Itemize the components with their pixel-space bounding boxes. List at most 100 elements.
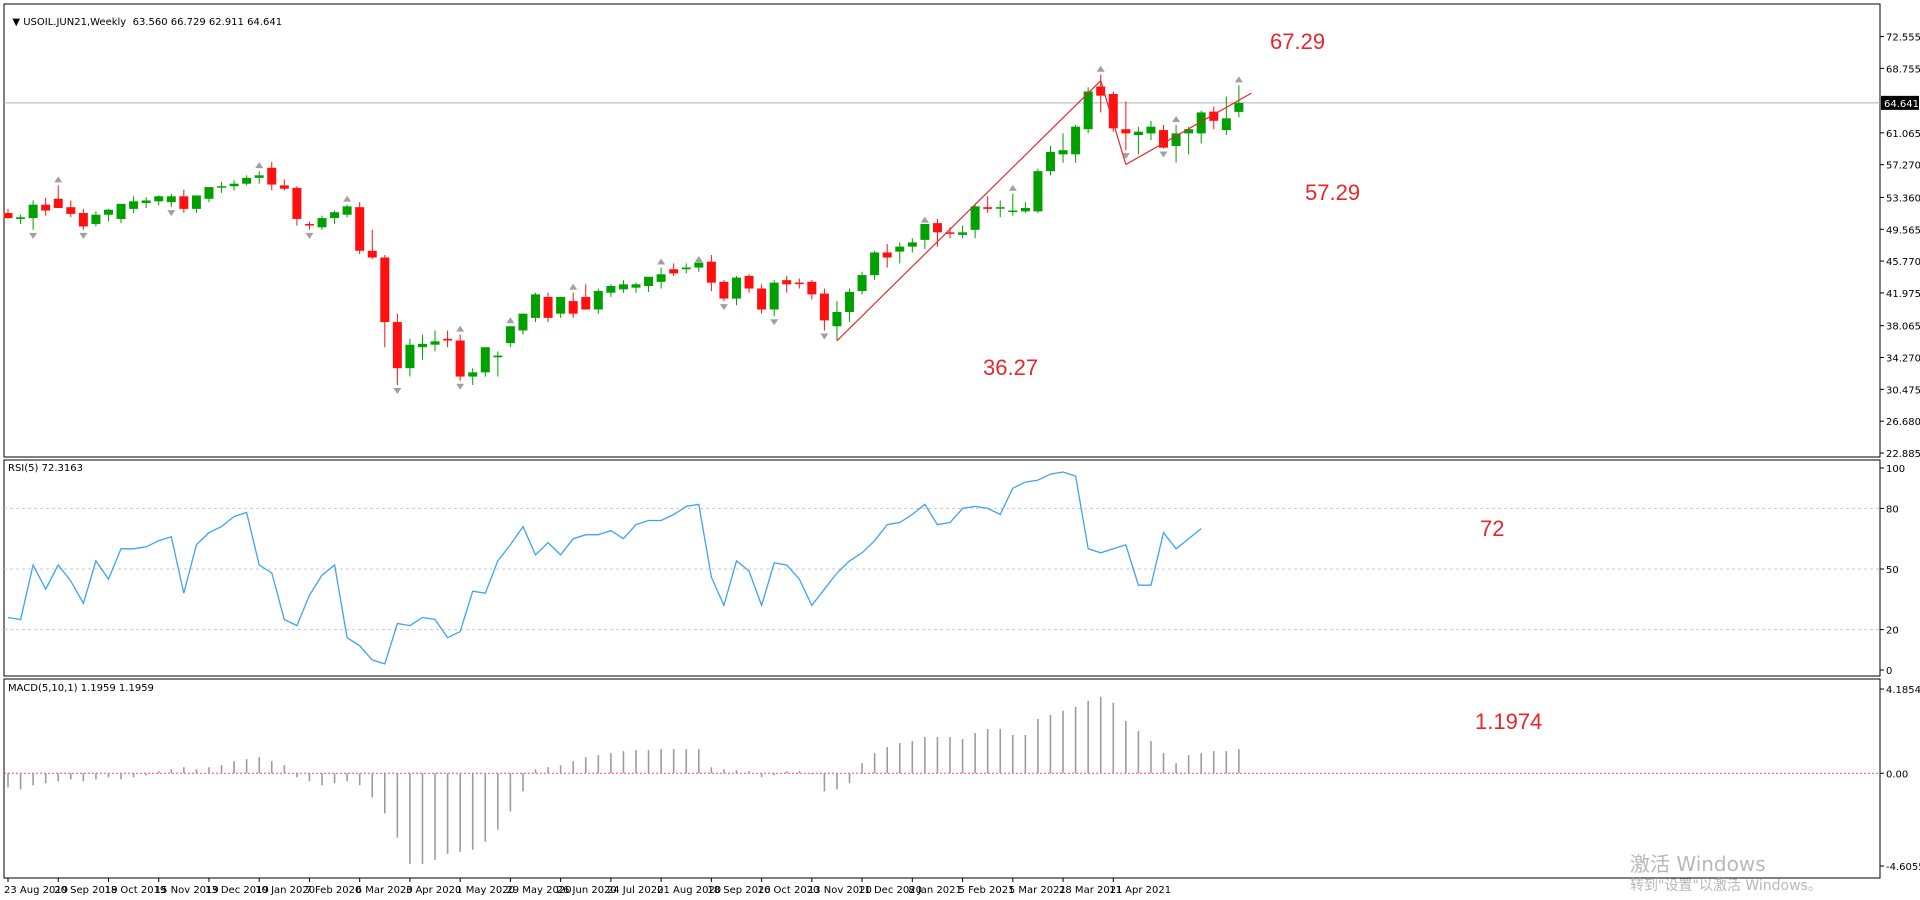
trendline[interactable] [836, 80, 1102, 342]
candle-body [832, 312, 842, 327]
candle-body [857, 275, 867, 292]
fractal-down-icon [719, 304, 728, 311]
candle [367, 229, 377, 260]
annotation-low: 36.27 [983, 355, 1039, 380]
trendline[interactable] [1100, 80, 1127, 165]
candle [3, 208, 13, 219]
candle-body [367, 250, 377, 258]
candle-body [1071, 126, 1081, 155]
candle [1209, 106, 1219, 130]
candle [480, 347, 490, 377]
candle [669, 263, 679, 276]
rsi-pane-frame [3, 459, 1881, 677]
candle-body [41, 204, 51, 211]
trendline[interactable] [1125, 92, 1252, 166]
candle-body [468, 372, 478, 377]
candle-body [342, 206, 352, 215]
candle-body [757, 288, 767, 310]
candle-body [1171, 133, 1181, 146]
candle [644, 276, 654, 292]
date-tick-label: 21 Aug 2020 [657, 885, 721, 896]
price-tick-label: 57.270 [1886, 161, 1920, 172]
candle [179, 189, 189, 214]
candle [41, 197, 51, 216]
date-tick-label: 16 Oct 2020 [758, 885, 820, 896]
candle [154, 195, 164, 206]
candle-body [1234, 102, 1244, 112]
fractal-down-icon [79, 232, 88, 239]
candle [380, 254, 390, 348]
candle [1045, 145, 1055, 176]
candle-body [744, 275, 754, 289]
candle [242, 175, 252, 186]
fractal-down-icon [1159, 151, 1168, 158]
date-tick-label: 29 May 2020 [506, 885, 571, 896]
candle [1133, 126, 1143, 155]
price-tick-label: 45.770 [1886, 257, 1920, 268]
date-tick-label: 3 Apr 2020 [406, 885, 461, 896]
activation-watermark-title: 激活 Windows [1630, 852, 1766, 876]
date-tick-label: 24 Jul 2020 [607, 885, 664, 896]
date-tick-label: 13 Dec 2019 [205, 885, 269, 896]
candle [593, 288, 603, 314]
candle [970, 204, 980, 239]
candle-body [907, 242, 917, 247]
candle-body [204, 187, 214, 199]
candle-body [1108, 93, 1118, 129]
candle-body [932, 223, 942, 233]
candle-body [53, 198, 63, 209]
candle [204, 187, 214, 203]
candle [468, 368, 478, 385]
candle [907, 238, 917, 253]
ohlc-values: 63.560 66.729 62.911 64.641 [132, 17, 283, 28]
candle [116, 203, 126, 224]
candle-body [920, 223, 930, 240]
candle [1083, 87, 1093, 134]
candle-body [1096, 86, 1106, 96]
price-tick-label: 22.885 [1886, 449, 1920, 460]
candle [1171, 125, 1181, 163]
candle-body [217, 186, 227, 188]
candle-body [731, 277, 741, 299]
date-tick-label: 20 Sep 2019 [54, 885, 117, 896]
fractal-up-icon [343, 195, 352, 202]
candle-body [179, 196, 189, 209]
price-tick-label: 38.065 [1886, 322, 1920, 333]
fractal-up-icon [1008, 184, 1017, 191]
candle-body [531, 294, 541, 318]
candle [757, 284, 767, 314]
candle [91, 211, 101, 227]
candle [279, 179, 289, 191]
collapse-triangle-icon[interactable]: ▼ [12, 17, 24, 28]
candle-body [279, 185, 289, 189]
candle [129, 196, 139, 214]
rsi-tick-label: 20 [1886, 626, 1899, 637]
symbol-header: ▼ USOIL.JUN21,Weekly 63.560 66.729 62.91… [6, 6, 282, 28]
candle [1234, 85, 1244, 118]
candle-body [694, 262, 704, 268]
fractal-up-icon [920, 216, 929, 223]
candle-body [1121, 129, 1131, 134]
candle-body [1020, 208, 1030, 212]
candle [731, 275, 741, 306]
candle-body [1221, 118, 1231, 131]
candle [958, 225, 968, 239]
candle-body [191, 195, 201, 209]
candle-body [606, 286, 616, 293]
date-tick-label: 18 Oct 2019 [104, 885, 166, 896]
candle [782, 275, 792, 293]
candle-body [66, 207, 76, 214]
candle [606, 284, 616, 297]
price-tick-label: 34.270 [1886, 354, 1920, 365]
candle [53, 185, 63, 209]
candle [1159, 125, 1169, 149]
date-tick-label: 11 Apr 2021 [1109, 885, 1171, 896]
date-tick-label: 10 Jan 2020 [255, 885, 315, 896]
candle [920, 223, 930, 250]
macd-tick-label: 0.00 [1886, 769, 1908, 780]
candle-body [3, 213, 13, 219]
candle [694, 262, 704, 272]
candle [656, 267, 666, 289]
candle-body [1008, 210, 1018, 213]
candle-body [1159, 130, 1169, 148]
